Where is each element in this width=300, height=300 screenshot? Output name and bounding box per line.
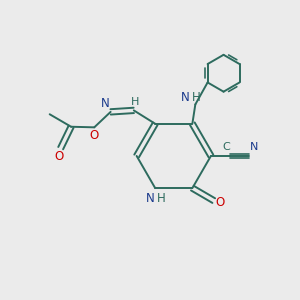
Text: O: O [55, 150, 64, 163]
Text: N: N [101, 97, 110, 110]
Text: N: N [146, 192, 154, 205]
Text: N: N [250, 142, 258, 152]
Text: O: O [216, 196, 225, 208]
Text: O: O [89, 129, 98, 142]
Text: H: H [192, 91, 201, 103]
Text: H: H [130, 97, 139, 107]
Text: C: C [222, 142, 230, 152]
Text: N: N [181, 91, 190, 103]
Text: H: H [157, 192, 165, 205]
